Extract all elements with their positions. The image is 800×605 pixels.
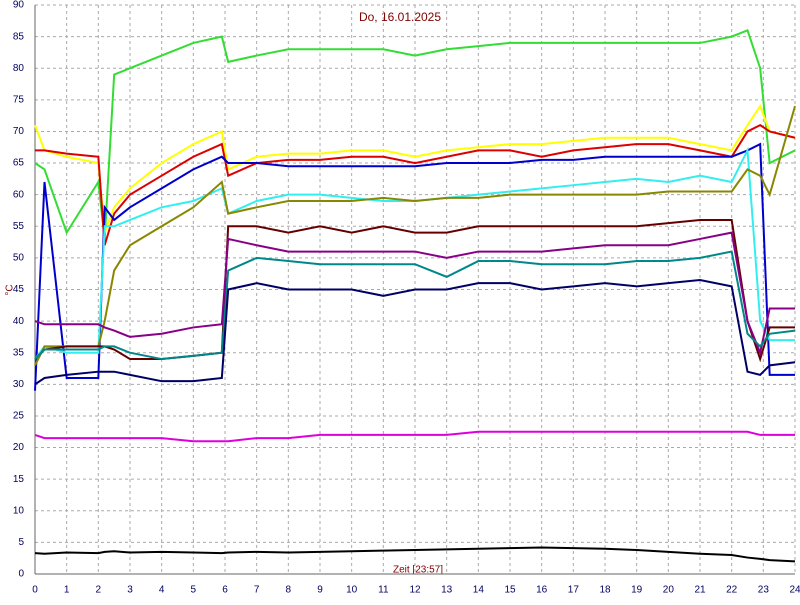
x-tick-label: 14 <box>473 585 485 596</box>
x-tick-label: 9 <box>317 585 323 596</box>
series-line <box>34 105 796 366</box>
y-tick-label: 20 <box>13 442 25 453</box>
x-tick-label: 8 <box>286 585 292 596</box>
series-line <box>34 146 795 360</box>
series-line <box>35 123 796 246</box>
series-line <box>34 28 796 240</box>
series-line <box>34 231 795 357</box>
y-tick-label: 40 <box>13 316 25 327</box>
series-line <box>34 142 795 391</box>
y-axis-label: °C <box>5 284 16 295</box>
series-line <box>34 430 795 443</box>
y-tick-label: 50 <box>13 253 25 264</box>
y-tick-label: 60 <box>13 189 25 200</box>
x-tick-label: 6 <box>222 585 228 596</box>
x-tick-label: 17 <box>568 585 580 596</box>
y-tick-label: 55 <box>13 221 25 232</box>
series-line <box>34 279 796 386</box>
x-tick-label: 16 <box>536 585 548 596</box>
x-tick-label: 15 <box>504 585 516 596</box>
x-tick-label: 7 <box>254 585 260 596</box>
y-tick-label: 90 <box>13 0 25 11</box>
y-tick-label: 0 <box>18 569 24 580</box>
x-tick-label: 12 <box>409 585 421 596</box>
x-tick-label: 13 <box>441 585 453 596</box>
x-tick-label: 4 <box>159 585 165 596</box>
y-tick-label: 25 <box>13 411 25 422</box>
chart-title: Do, 16.01.2025 <box>359 10 441 24</box>
series-line <box>34 103 796 233</box>
y-tick-label: 10 <box>13 505 25 516</box>
y-tick-label: 45 <box>13 284 25 295</box>
x-tick-label: 0 <box>32 585 38 596</box>
x-tick-label: 3 <box>127 585 133 596</box>
y-tick-label: 15 <box>13 474 25 485</box>
x-axis-label: Zeit [23:57] <box>393 565 443 576</box>
x-tick-label: 22 <box>726 585 738 596</box>
y-tick-label: 85 <box>13 31 25 42</box>
x-tick-label: 1 <box>64 585 70 596</box>
x-tick-label: 23 <box>758 585 770 596</box>
x-tick-label: 18 <box>599 585 611 596</box>
series-line <box>34 250 796 361</box>
x-tick-label: 2 <box>96 585 102 596</box>
x-tick-label: 21 <box>694 585 706 596</box>
y-tick-label: 30 <box>13 379 25 390</box>
y-tick-label: 65 <box>13 158 25 169</box>
x-tick-label: 5 <box>191 585 197 596</box>
series-line <box>34 546 796 563</box>
y-tick-label: 80 <box>13 63 25 74</box>
x-tick-label: 20 <box>663 585 675 596</box>
x-tick-label: 24 <box>789 585 800 596</box>
series-line <box>34 218 795 363</box>
y-tick-label: 35 <box>13 347 25 358</box>
y-tick-label: 75 <box>13 94 25 105</box>
x-tick-label: 10 <box>346 585 358 596</box>
y-tick-label: 70 <box>13 126 25 137</box>
y-tick-label: 5 <box>18 537 24 548</box>
x-tick-label: 11 <box>378 585 389 596</box>
x-tick-label: 19 <box>631 585 643 596</box>
